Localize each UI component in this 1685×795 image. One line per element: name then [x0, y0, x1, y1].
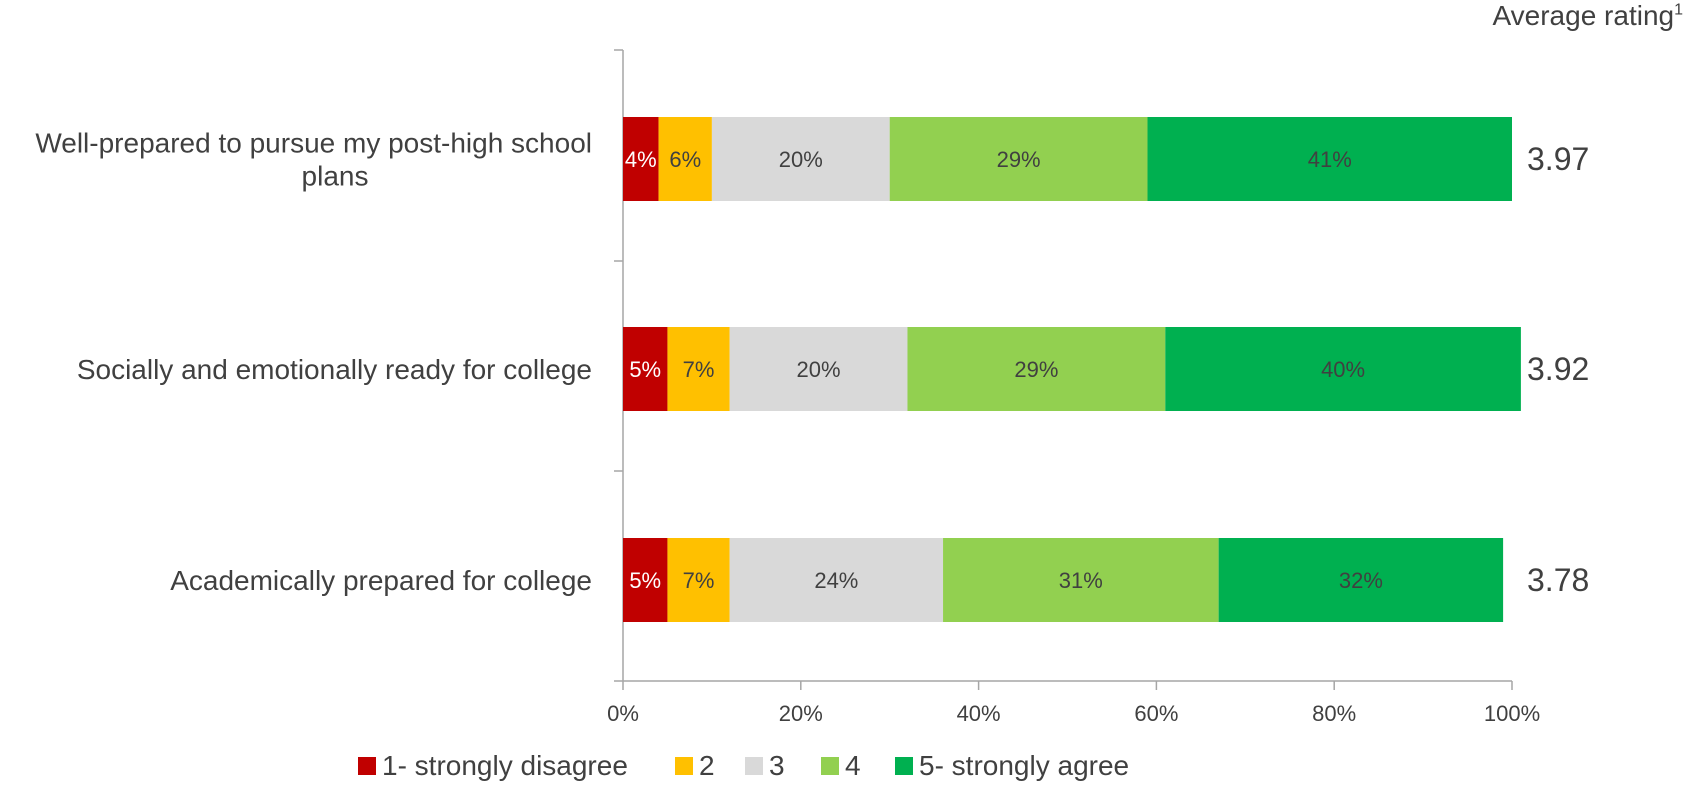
- bar-segment: [658, 117, 712, 201]
- bar-segment: [1165, 327, 1521, 411]
- data-label: 29%: [997, 147, 1041, 172]
- x-tick-label: 0%: [607, 701, 639, 726]
- category-label: Academically prepared for college: [170, 565, 592, 596]
- legend-label: 4: [845, 750, 861, 781]
- data-label: 5%: [629, 568, 661, 593]
- data-label: 24%: [814, 568, 858, 593]
- legend-label: 3: [769, 750, 785, 781]
- category-label: Well-prepared to pursue my post-high sch…: [35, 128, 592, 159]
- average-rating-header: Average rating1: [1492, 0, 1683, 32]
- legend-swatch: [675, 757, 693, 775]
- bar-segment: [1147, 117, 1512, 201]
- bar-segment: [623, 538, 668, 622]
- data-label: 20%: [779, 147, 823, 172]
- legend-swatch: [895, 757, 913, 775]
- bar-segment: [623, 117, 659, 201]
- data-label: 5%: [629, 357, 661, 382]
- data-label: 41%: [1308, 147, 1352, 172]
- data-label: 31%: [1059, 568, 1103, 593]
- data-label: 7%: [683, 568, 715, 593]
- footnote-marker: 1: [1674, 1, 1683, 19]
- average-rating-value: 3.78: [1527, 562, 1589, 598]
- category-label: Socially and emotionally ready for colle…: [77, 354, 592, 385]
- x-tick-label: 100%: [1484, 701, 1540, 726]
- bar-segment: [1218, 538, 1504, 622]
- legend-swatch: [745, 757, 763, 775]
- data-label: 29%: [1014, 357, 1058, 382]
- bar-segment: [711, 117, 890, 201]
- data-label: 6%: [669, 147, 701, 172]
- average-rating-header-text: Average rating: [1492, 0, 1675, 31]
- x-tick-label: 80%: [1312, 701, 1356, 726]
- legend-swatch: [821, 757, 839, 775]
- x-tick-label: 40%: [957, 701, 1001, 726]
- bar-segment: [729, 538, 944, 622]
- bar-segment: [943, 538, 1219, 622]
- category-label: plans: [302, 161, 369, 192]
- x-tick-label: 20%: [779, 701, 823, 726]
- data-label: 40%: [1321, 357, 1365, 382]
- bar-segment: [667, 538, 730, 622]
- average-rating-value: 3.92: [1527, 351, 1589, 387]
- legend-label: 2: [699, 750, 715, 781]
- data-label: 7%: [683, 357, 715, 382]
- legend-label: 5- strongly agree: [919, 750, 1129, 781]
- average-rating-value: 3.97: [1527, 141, 1589, 177]
- bar-segment: [667, 327, 730, 411]
- bar-segment: [889, 117, 1148, 201]
- legend-label: 1- strongly disagree: [382, 750, 628, 781]
- x-tick-label: 60%: [1134, 701, 1178, 726]
- bar-segment: [623, 327, 668, 411]
- legend-swatch: [358, 757, 376, 775]
- data-label: 32%: [1339, 568, 1383, 593]
- data-label: 20%: [797, 357, 841, 382]
- data-label: 4%: [625, 147, 657, 172]
- bar-segment: [729, 327, 908, 411]
- bar-segment: [907, 327, 1166, 411]
